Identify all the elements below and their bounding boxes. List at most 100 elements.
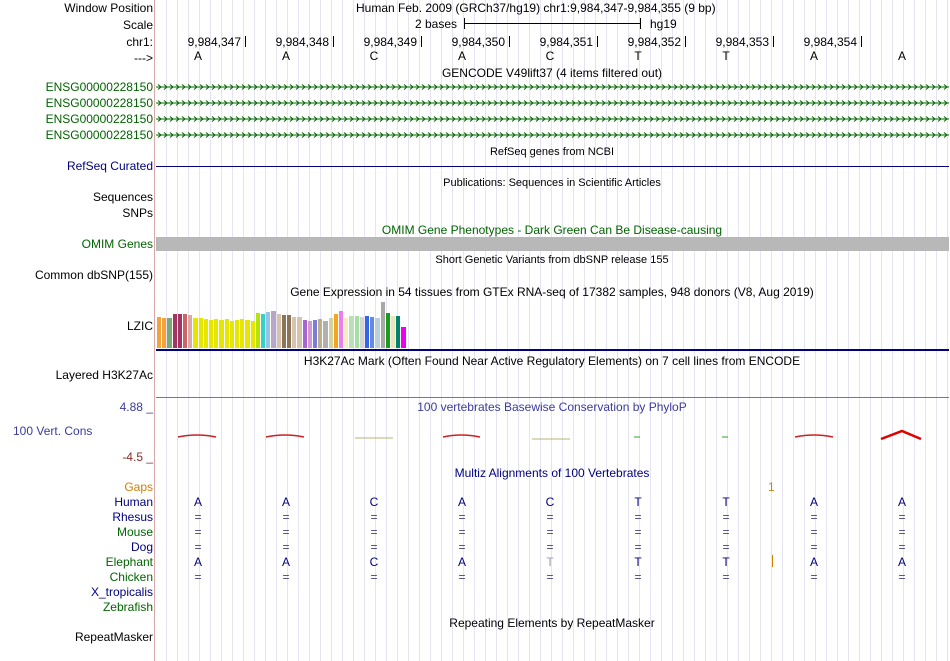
gtex-tissue-bar[interactable] bbox=[224, 319, 229, 348]
alignment-base: = bbox=[370, 570, 378, 584]
alignment-base: = bbox=[810, 525, 818, 539]
repeatmasker-track-label[interactable]: RepeatMasker bbox=[74, 630, 153, 644]
conservation-track-title[interactable]: 100 vertebrates Basewise Conservation by… bbox=[417, 400, 687, 414]
gencode-item-4[interactable]: ENSG00000228150 bbox=[45, 128, 153, 142]
gtex-tissue-bar[interactable] bbox=[261, 314, 266, 348]
gtex-tissue-bar[interactable] bbox=[214, 319, 219, 348]
species-label-dog[interactable]: Dog bbox=[130, 540, 153, 554]
gtex-tissue-bar[interactable] bbox=[370, 317, 375, 348]
ruler-position-label: 9,984,351 bbox=[539, 35, 593, 49]
gtex-tissue-bar[interactable] bbox=[172, 314, 177, 348]
gtex-tissue-bar[interactable] bbox=[339, 311, 344, 348]
dbsnp-track-label[interactable]: Common dbSNP(155) bbox=[34, 268, 153, 282]
conservation-track-label[interactable]: 100 Vert. Cons bbox=[13, 424, 93, 438]
species-label-rhesus[interactable]: Rhesus bbox=[112, 510, 153, 524]
gtex-tissue-bar[interactable] bbox=[203, 319, 208, 348]
grid-line bbox=[573, 0, 574, 661]
omim-track-label[interactable]: OMIM Genes bbox=[81, 237, 153, 251]
gtex-tissue-bar[interactable] bbox=[245, 320, 250, 348]
gtex-bar-chart[interactable] bbox=[156, 300, 556, 348]
sequences-label[interactable]: Sequences bbox=[92, 190, 153, 204]
track-label-divider bbox=[154, 0, 155, 661]
gtex-tissue-bar[interactable] bbox=[281, 315, 286, 348]
gtex-tissue-bar[interactable] bbox=[276, 314, 281, 348]
grid-line bbox=[760, 0, 761, 661]
grid-line bbox=[826, 0, 827, 661]
grid-line bbox=[727, 0, 728, 661]
species-label-human[interactable]: Human bbox=[114, 495, 153, 509]
snps-label[interactable]: SNPs bbox=[122, 206, 153, 220]
gtex-tissue-bar[interactable] bbox=[365, 316, 370, 348]
grid-line bbox=[496, 0, 497, 661]
gtex-tissue-bar[interactable] bbox=[193, 318, 198, 348]
gtex-tissue-bar[interactable] bbox=[162, 318, 167, 348]
species-label-elephant[interactable]: Elephant bbox=[105, 555, 153, 569]
species-label-zebrafish[interactable]: Zebrafish bbox=[102, 600, 153, 614]
scale-bar-right-tick bbox=[640, 18, 641, 29]
gtex-tissue-bar[interactable] bbox=[266, 312, 271, 348]
gtex-tissue-bar[interactable] bbox=[307, 321, 312, 348]
refseq-track-title[interactable]: RefSeq genes from NCBI bbox=[489, 146, 615, 158]
conservation-plot[interactable] bbox=[0, 425, 950, 455]
omim-track-title[interactable]: OMIM Gene Phenotypes - Dark Green Can Be… bbox=[381, 223, 723, 237]
gtex-tissue-bar[interactable] bbox=[302, 320, 307, 348]
gencode-item-1[interactable]: ENSG00000228150 bbox=[45, 80, 153, 94]
gtex-tissue-bar[interactable] bbox=[240, 319, 245, 348]
base-letter: A bbox=[897, 49, 907, 63]
gtex-tissue-bar[interactable] bbox=[359, 317, 364, 348]
gtex-tissue-bar[interactable] bbox=[188, 315, 193, 348]
gtex-tissue-bar[interactable] bbox=[349, 316, 354, 348]
gtex-tissue-bar[interactable] bbox=[401, 327, 406, 348]
alignment-base: A bbox=[281, 495, 291, 509]
h3k27ac-track-label[interactable]: Layered H3K27Ac bbox=[55, 368, 153, 382]
gencode-item-3[interactable]: ENSG00000228150 bbox=[45, 112, 153, 126]
gtex-tissue-bar[interactable] bbox=[177, 314, 182, 348]
grid-line bbox=[507, 0, 508, 661]
gtex-tissue-bar[interactable] bbox=[287, 315, 292, 348]
gencode-track-title[interactable]: GENCODE V49lift37 (4 items filtered out) bbox=[441, 66, 663, 80]
gtex-tissue-bar[interactable] bbox=[157, 317, 162, 348]
multiz-track-title[interactable]: Multiz Alignments of 100 Vertebrates bbox=[454, 466, 650, 480]
refseq-track-label[interactable]: RefSeq Curated bbox=[66, 159, 153, 173]
omim-gene-bar[interactable] bbox=[156, 237, 949, 251]
gtex-tissue-bar[interactable] bbox=[313, 320, 318, 348]
gtex-track-title[interactable]: Gene Expression in 54 tissues from GTEx … bbox=[290, 285, 814, 299]
gtex-tissue-bar[interactable] bbox=[219, 320, 224, 348]
gtex-tissue-bar[interactable] bbox=[167, 318, 172, 348]
alignment-base: = bbox=[282, 540, 290, 554]
gtex-tissue-bar[interactable] bbox=[318, 319, 323, 348]
gtex-tissue-bar[interactable] bbox=[328, 318, 333, 348]
alignment-base: = bbox=[458, 540, 466, 554]
gtex-tissue-bar[interactable] bbox=[333, 314, 338, 348]
gtex-gene-label[interactable]: LZIC bbox=[126, 319, 153, 333]
gencode-item-2[interactable]: ENSG00000228150 bbox=[45, 96, 153, 110]
species-label-chicken[interactable]: Chicken bbox=[109, 570, 153, 584]
gencode-gene-lines[interactable] bbox=[0, 0, 950, 150]
dbsnp-track-title[interactable]: Short Genetic Variants from dbSNP releas… bbox=[435, 254, 669, 266]
species-label-mouse[interactable]: Mouse bbox=[116, 525, 153, 539]
gtex-tissue-bar[interactable] bbox=[380, 302, 385, 348]
alignment-base: C bbox=[369, 555, 379, 569]
gtex-tissue-bar[interactable] bbox=[209, 320, 214, 348]
gtex-tissue-bar[interactable] bbox=[250, 321, 255, 348]
repeatmasker-track-title[interactable]: Repeating Elements by RepeatMasker bbox=[449, 616, 655, 630]
gtex-tissue-bar[interactable] bbox=[235, 320, 240, 348]
gtex-tissue-bar[interactable] bbox=[229, 321, 234, 348]
h3k27ac-track-title[interactable]: H3K27Ac Mark (Often Found Near Active Re… bbox=[303, 354, 801, 368]
gtex-tissue-bar[interactable] bbox=[323, 321, 328, 348]
gtex-tissue-bar[interactable] bbox=[375, 318, 380, 348]
gtex-tissue-bar[interactable] bbox=[183, 314, 188, 348]
gtex-tissue-bar[interactable] bbox=[271, 311, 276, 348]
gtex-tissue-bar[interactable] bbox=[354, 316, 359, 348]
species-label-x_tropicalis[interactable]: X_tropicalis bbox=[90, 585, 153, 599]
gtex-tissue-bar[interactable] bbox=[255, 313, 260, 348]
gtex-tissue-bar[interactable] bbox=[292, 317, 297, 348]
publications-track-title[interactable]: Publications: Sequences in Scientific Ar… bbox=[443, 177, 661, 189]
gtex-tissue-bar[interactable] bbox=[391, 316, 396, 348]
gtex-tissue-bar[interactable] bbox=[385, 313, 390, 348]
gtex-tissue-bar[interactable] bbox=[396, 316, 401, 348]
gtex-tissue-bar[interactable] bbox=[344, 318, 349, 348]
gtex-tissue-bar[interactable] bbox=[198, 318, 203, 348]
conservation-min-value: -4.5 _ bbox=[122, 450, 153, 464]
gtex-tissue-bar[interactable] bbox=[297, 317, 302, 348]
